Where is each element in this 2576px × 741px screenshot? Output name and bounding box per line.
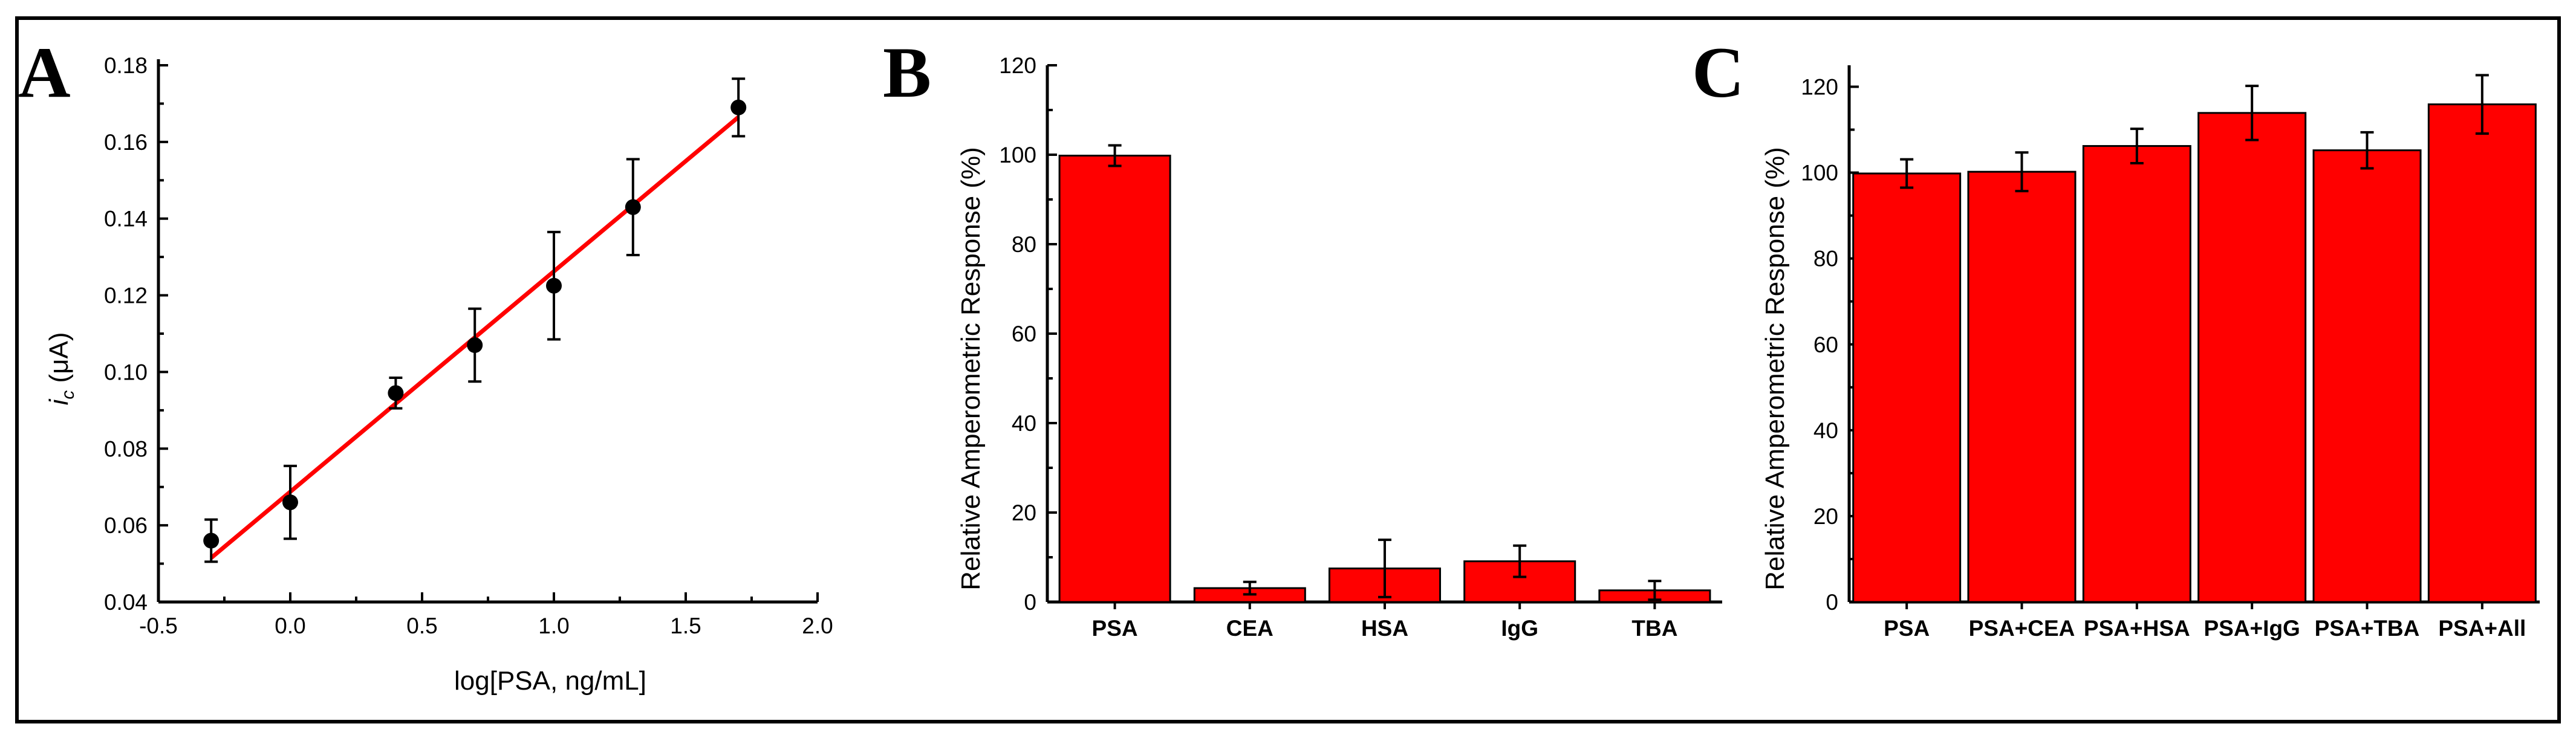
panel-c: C Relative Amperometric Response (%) 0 20… (1692, 32, 2540, 641)
panel-b-bar (1058, 154, 1171, 603)
panel-a-data-point (546, 277, 562, 294)
panel-c-bar (2427, 103, 2537, 603)
panel-b: B Relative Amperometric Response (%) 0 20… (883, 32, 1722, 641)
panel-b-y-tick-label: 20 (1012, 500, 1036, 525)
panel-c-y-tick-label: 40 (1813, 418, 1838, 443)
panel-a-data-point (730, 99, 747, 115)
panel-a-y-tick-label: 0.16 (104, 130, 148, 155)
panel-a-x-tick-label: 0.0 (275, 613, 305, 638)
panel-c-category-label: PSA+HSA (2084, 616, 2190, 641)
panel-b-y-axis-title-group: Relative Amperometric Response (%) (956, 147, 986, 591)
panel-a-y-tick-label: 0.08 (104, 436, 148, 461)
panel-c-y-tick-label: 20 (1813, 504, 1838, 529)
panel-c-bar (2312, 149, 2422, 603)
panel-b-y-tick-label: 40 (1012, 411, 1036, 436)
panel-b-y-tick-label: 60 (1012, 322, 1036, 346)
panel-c-bar (2082, 145, 2191, 603)
panel-c-y-tick-label: 0 (1826, 590, 1838, 615)
panel-c-bar (1967, 170, 2077, 603)
panel-c-bar (2197, 112, 2307, 603)
panel-a-y-tick-label: 0.06 (104, 513, 148, 538)
panel-a-data-point (203, 532, 220, 549)
panel-a: A ic (μA) log[PSA, ng/mL] 0.04 0.06 0.08 0.… (18, 32, 833, 696)
panel-a-label: A (18, 32, 71, 112)
panel-a-data-point (625, 199, 641, 215)
panel-c-category-label: PSA+CEA (1969, 616, 2075, 641)
panel-a-x-tick-label: 1.0 (538, 613, 569, 638)
panel-b-category-label: HSA (1361, 616, 1408, 641)
panel-a-x-tick-label: 1.5 (670, 613, 701, 638)
panel-a-y-tick-label: 0.14 (104, 207, 148, 231)
panel-c-label: C (1692, 32, 1745, 112)
panel-c-category-label: PSA (1884, 616, 1930, 641)
panel-b-y-tick-label: 80 (1012, 232, 1036, 257)
panel-a-y-tick-label: 0.12 (104, 283, 148, 308)
panel-c-y-tick-label: 60 (1813, 332, 1838, 357)
panel-a-data-point (282, 494, 298, 511)
panel-c-y-tick-label: 100 (1801, 161, 1838, 186)
panel-a-y-tick-label: 0.04 (104, 590, 148, 615)
panel-c-category-label: PSA+All (2438, 616, 2526, 641)
panel-c-y-tick-label: 80 (1813, 247, 1838, 271)
panel-a-y-axis-title: ic (μA) (44, 332, 78, 405)
panel-b-category-label: PSA (1092, 616, 1138, 641)
panel-a-x-tick-label: 0.5 (406, 613, 437, 638)
panel-a-x-tick-label: 2.0 (802, 613, 833, 638)
panel-b-y-axis-title: Relative Amperometric Response (%) (956, 147, 986, 591)
panel-b-category-label: CEA (1226, 616, 1273, 641)
y-axis-title-unit: (μA) (44, 332, 74, 390)
panel-a-y-tick-label: 0.10 (104, 360, 148, 384)
panel-b-category-label: TBA (1631, 616, 1677, 641)
y-axis-title-subscript: c (58, 390, 78, 400)
panel-a-x-axis-title: log[PSA, ng/mL] (454, 666, 646, 696)
panel-b-category-label: IgG (1501, 616, 1538, 641)
panel-c-bar (1852, 172, 1962, 603)
panel-c-category-label: PSA+TBA (2315, 616, 2420, 641)
panel-c-y-axis-title-group: Relative Amperometric Response (%) (1760, 147, 1790, 591)
panel-a-data-point (467, 337, 483, 354)
panel-b-label: B (883, 32, 931, 112)
panel-b-y-tick-label: 100 (999, 143, 1036, 167)
panel-c-y-tick-label: 120 (1801, 75, 1838, 100)
panel-a-y-tick-label: 0.18 (104, 53, 148, 78)
panel-c-y-axis-title: Relative Amperometric Response (%) (1760, 147, 1790, 591)
panel-b-y-tick-label: 120 (999, 53, 1036, 78)
panel-c-category-label: PSA+IgG (2204, 616, 2300, 641)
svg-text:ic (μA): ic (μA) (44, 332, 78, 405)
panel-b-y-tick-label: 0 (1024, 590, 1036, 615)
panel-a-x-tick-label: -0.5 (139, 613, 178, 638)
y-axis-title-italic: i (44, 399, 74, 406)
panel-a-data-point (388, 385, 404, 401)
